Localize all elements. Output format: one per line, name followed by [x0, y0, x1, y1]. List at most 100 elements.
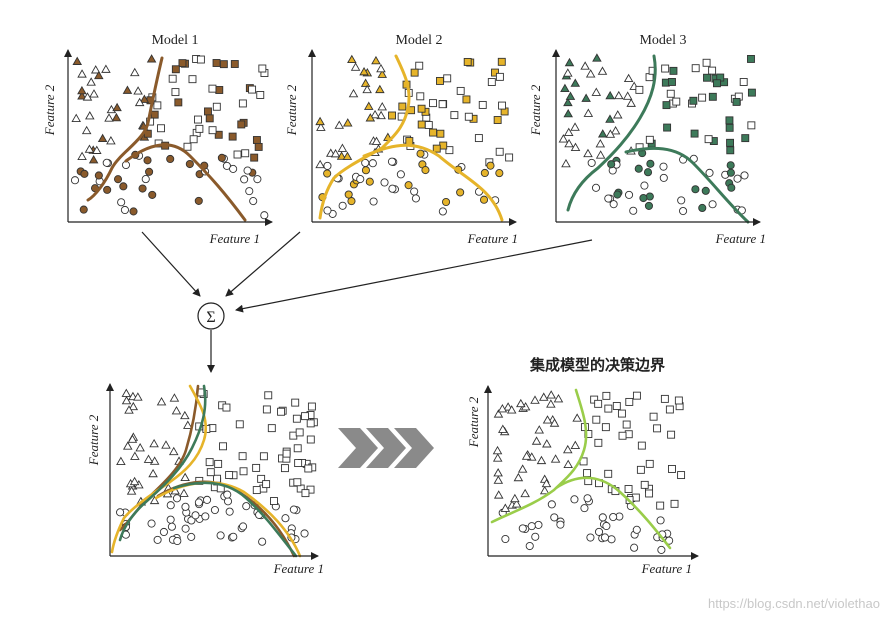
square-marker-34	[213, 474, 221, 483]
circle-marker-13	[129, 207, 138, 216]
square-marker-17	[252, 463, 261, 472]
model-2-boundary	[318, 54, 504, 222]
model-2-title: Model 2	[395, 33, 442, 48]
triangle-marker-26	[121, 388, 132, 397]
model-3-x-label: Feature 1	[715, 231, 766, 246]
square-marker-22	[670, 499, 679, 508]
circle-marker-24	[243, 166, 252, 175]
square-marker-7	[594, 438, 603, 447]
square-marker-29	[189, 135, 198, 144]
square-marker-14	[487, 78, 496, 86]
triangle-marker-37	[549, 418, 560, 427]
square-marker-35	[415, 61, 424, 70]
triangle-marker-36	[563, 68, 573, 77]
square-marker-23	[660, 394, 669, 403]
square-marker-33	[291, 398, 300, 407]
triangle-marker-23	[337, 143, 348, 152]
circle-marker-3	[147, 519, 156, 528]
triangle-marker-6	[572, 413, 582, 422]
square-marker-15	[495, 72, 504, 81]
circle-marker-26	[117, 198, 126, 207]
square-marker-16	[295, 428, 304, 437]
circle-marker-27	[726, 168, 735, 177]
triangle-marker-25	[565, 91, 576, 100]
circle-marker-19	[396, 170, 405, 179]
square-marker-17	[617, 409, 626, 418]
triangle-marker-13	[104, 113, 114, 122]
triangle-marker-28	[541, 478, 552, 488]
square-marker-21	[747, 121, 756, 130]
square-marker-1	[656, 501, 665, 510]
square-marker-11	[672, 97, 681, 106]
triangle-marker-23	[146, 54, 157, 63]
triangle-marker-2	[585, 69, 596, 78]
ensemble-panel: Feature 1 Feature 2	[466, 385, 699, 576]
combined-x-label: Feature 1	[273, 561, 324, 576]
circle-marker-35	[527, 522, 536, 531]
circle-marker-9	[634, 164, 643, 173]
model-1-y-label: Feature 2	[42, 84, 57, 136]
triangle-marker-29	[122, 441, 133, 450]
combined-y-label: Feature 2	[86, 414, 101, 466]
circle-marker-27	[253, 175, 262, 184]
square-marker-8	[632, 391, 641, 400]
circle-marker-37	[602, 521, 611, 531]
ensemble-title: 集成模型的决策边界	[529, 356, 665, 374]
circle-marker-33	[166, 515, 175, 524]
combined-panel: Feature 1 Feature 2	[86, 383, 324, 576]
square-marker-30	[747, 88, 756, 97]
square-marker-26	[456, 86, 465, 95]
square-marker-5	[583, 469, 592, 478]
triangle-marker-8	[570, 122, 580, 131]
square-marker-7	[439, 141, 448, 150]
circle-marker-12	[698, 203, 707, 213]
triangle-marker-32	[500, 503, 511, 512]
square-marker-46	[188, 75, 197, 84]
circle-marker-25	[79, 205, 88, 214]
circle-marker-39	[613, 190, 622, 199]
arrow-model-2-to-sum	[225, 231, 301, 297]
square-marker-34	[438, 100, 447, 109]
square-marker-14	[150, 110, 159, 119]
triangle-marker-19	[112, 102, 122, 112]
square-marker-44	[238, 99, 247, 108]
circle-marker-36	[594, 527, 604, 536]
circle-marker-17	[591, 183, 601, 192]
circle-marker-5	[629, 206, 638, 215]
triangle-marker-35	[560, 83, 570, 93]
triangle-marker-44	[510, 493, 520, 503]
triangle-marker-9	[605, 114, 615, 123]
square-marker-10	[292, 414, 301, 423]
circle-marker-32	[607, 160, 616, 169]
triangle-marker-23	[595, 150, 606, 159]
square-marker-37	[293, 478, 302, 487]
triangle-marker-25	[127, 434, 138, 443]
triangle-marker-14	[116, 456, 126, 465]
circle-marker-30	[705, 168, 714, 177]
triangle-marker-24	[77, 85, 87, 95]
triangle-marker-14	[365, 113, 376, 122]
triangle-marker-37	[148, 468, 158, 478]
square-marker-31	[429, 99, 437, 108]
triangle-marker-4	[342, 118, 353, 127]
model-2-panel: Model 2 Feature 1 Feature 2	[284, 33, 518, 246]
square-marker-29	[464, 112, 473, 121]
circle-marker-7	[141, 175, 150, 184]
square-marker-7	[739, 78, 748, 86]
square-marker-46	[429, 128, 438, 137]
square-marker-34	[215, 86, 224, 94]
square-marker-19	[417, 120, 426, 129]
square-marker-44	[636, 465, 645, 474]
square-marker-8	[388, 111, 396, 120]
circle-marker-11	[659, 173, 668, 182]
square-marker-41	[228, 132, 237, 141]
triangle-marker-1	[89, 89, 99, 98]
square-marker-18	[708, 66, 717, 75]
circle-marker-39	[120, 205, 129, 215]
circle-marker-48	[159, 527, 168, 537]
triangle-marker-30	[597, 129, 608, 138]
square-marker-37	[663, 123, 672, 132]
square-marker-26	[677, 471, 686, 480]
square-marker-42	[238, 452, 247, 461]
square-marker-34	[689, 96, 698, 105]
